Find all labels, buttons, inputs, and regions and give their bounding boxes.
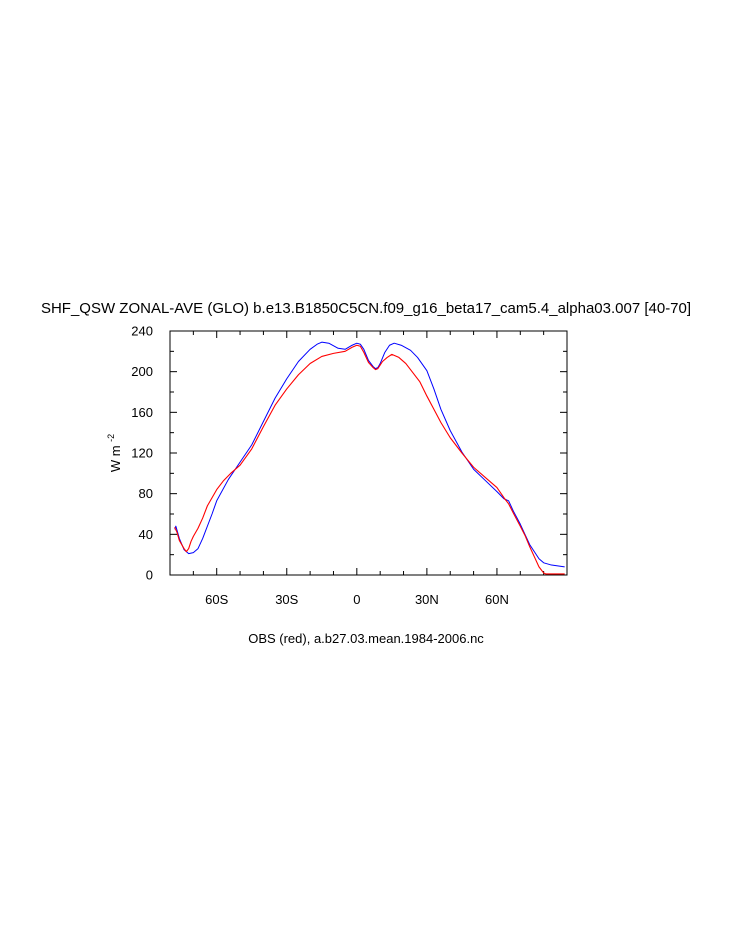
model-series-line: [174, 341, 565, 568]
x-tick-label: 60N: [485, 592, 509, 607]
y-tick-label: 200: [131, 364, 153, 379]
y-axis-label-main: W m: [108, 445, 123, 472]
observation-series-line: [174, 344, 565, 575]
y-tick-label: 40: [139, 527, 153, 542]
y-axis-ticks: 0 40 80 120 160 200 240: [131, 324, 567, 583]
chart-title: SHF_QSW ZONAL-AVE (GLO) b.e13.B1850C5CN.…: [41, 300, 691, 317]
y-axis-label-superscript: -2: [106, 434, 116, 442]
y-axis-label: W m -2: [106, 434, 123, 472]
y-tick-label: 0: [146, 568, 153, 583]
y-tick-label: 240: [131, 324, 153, 339]
x-tick-label: 60S: [205, 592, 228, 607]
y-tick-label: 160: [131, 405, 153, 420]
plot-frame: [169, 330, 568, 576]
x-axis-ticks: 60S 30S 0 30N 60N: [169, 331, 568, 607]
x-tick-label: 30N: [415, 592, 439, 607]
y-tick-label: 80: [139, 486, 153, 501]
y-tick-label: 120: [131, 446, 153, 461]
series-layer: [174, 341, 565, 575]
x-tick-label: 30S: [275, 592, 298, 607]
chart-subtitle: OBS (red), a.b27.03.mean.1984-2006.nc: [248, 631, 484, 646]
x-tick-label: 0: [353, 592, 360, 607]
